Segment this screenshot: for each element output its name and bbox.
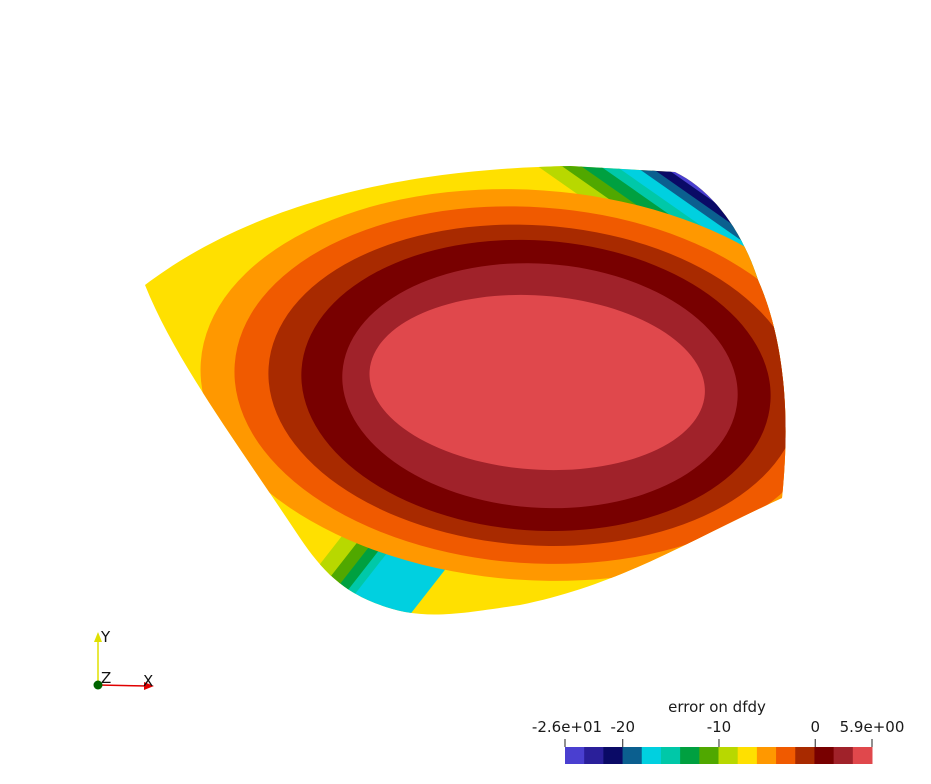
colorbar-swatch: [833, 747, 854, 764]
colorbar-swatch: [776, 747, 796, 764]
x-axis-line: [97, 684, 149, 687]
y-axis-label: Y: [101, 628, 111, 646]
colorbar-swatch: [565, 747, 585, 764]
colorbar-swatch: [756, 747, 777, 764]
y-axis-arrow: [94, 632, 102, 642]
contour-surface: [145, 166, 786, 615]
colorbar-swatch: [699, 747, 719, 764]
colorbar-swatch: [622, 747, 643, 764]
colorbar-tick-label: 0: [810, 718, 820, 736]
z-axis-dot: [93, 680, 103, 690]
x-axis-label: X: [143, 672, 154, 690]
colorbar-tick-label: -10: [706, 718, 732, 736]
colorbar-title: error on dfdy: [668, 698, 766, 716]
colorbar-swatch: [603, 747, 624, 764]
concentric-bands: [200, 189, 786, 581]
colorbar: [564, 739, 873, 764]
colorbar-swatch: [584, 747, 604, 764]
colorbar-swatch: [852, 747, 873, 764]
colorbar-swatch: [737, 747, 758, 764]
colorbar-tick-label: -20: [610, 718, 635, 736]
colorbar-swatch: [718, 747, 739, 764]
x-axis-arrow: [144, 682, 154, 690]
colorbar-swatch: [814, 747, 835, 764]
colorbar-tick-label: -2.6e+01: [531, 718, 603, 736]
colorbar-tick-label: 5.9e+00: [839, 718, 905, 736]
axes-triad: [93, 632, 154, 690]
colorbar-swatch: [641, 747, 662, 764]
colorbar-swatch: [795, 747, 815, 764]
z-axis-label: Z: [101, 669, 112, 687]
colorbar-swatch: [660, 747, 681, 764]
colorbar-swatch: [680, 747, 700, 764]
band-center: [369, 294, 705, 471]
